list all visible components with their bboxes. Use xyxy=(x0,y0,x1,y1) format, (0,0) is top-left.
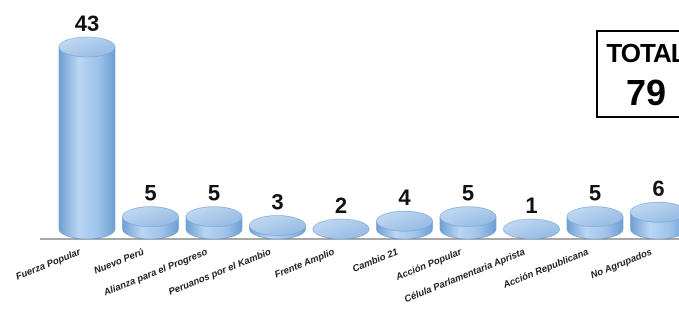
bar xyxy=(185,206,243,240)
bar xyxy=(566,206,624,240)
bar xyxy=(439,206,497,240)
category-label: Célula Parlamentaria Aprista xyxy=(403,247,527,306)
total-value: 79 xyxy=(625,72,667,113)
category-label: Peruanos por el Kambio xyxy=(167,247,273,298)
category-label: No Agrupados xyxy=(589,247,653,282)
bar xyxy=(312,218,370,240)
bar xyxy=(122,206,179,240)
value-label: 1 xyxy=(525,193,537,218)
total-box: TOTAL 79 xyxy=(596,30,679,118)
bar xyxy=(503,218,560,240)
value-label: 2 xyxy=(335,193,347,218)
bar xyxy=(249,215,306,240)
bar xyxy=(630,201,679,240)
category-label: Alianza para el Progreso xyxy=(101,247,209,299)
value-label: 5 xyxy=(208,181,220,206)
bar xyxy=(376,210,433,240)
bar xyxy=(58,36,116,240)
value-label: 5 xyxy=(144,181,156,206)
category-label: Nuevo Perú xyxy=(93,247,146,277)
category-label: Frente Amplio xyxy=(273,247,336,281)
value-label: 5 xyxy=(589,181,601,206)
value-label: 4 xyxy=(398,185,411,210)
value-label: 6 xyxy=(652,176,664,201)
value-label: 5 xyxy=(462,181,474,206)
category-label: Fuerza Popular xyxy=(14,246,83,282)
value-label: 3 xyxy=(271,190,283,215)
value-label: 43 xyxy=(75,11,99,36)
category-label: Cambio 21 xyxy=(351,247,400,275)
total-label: TOTAL xyxy=(606,38,679,68)
